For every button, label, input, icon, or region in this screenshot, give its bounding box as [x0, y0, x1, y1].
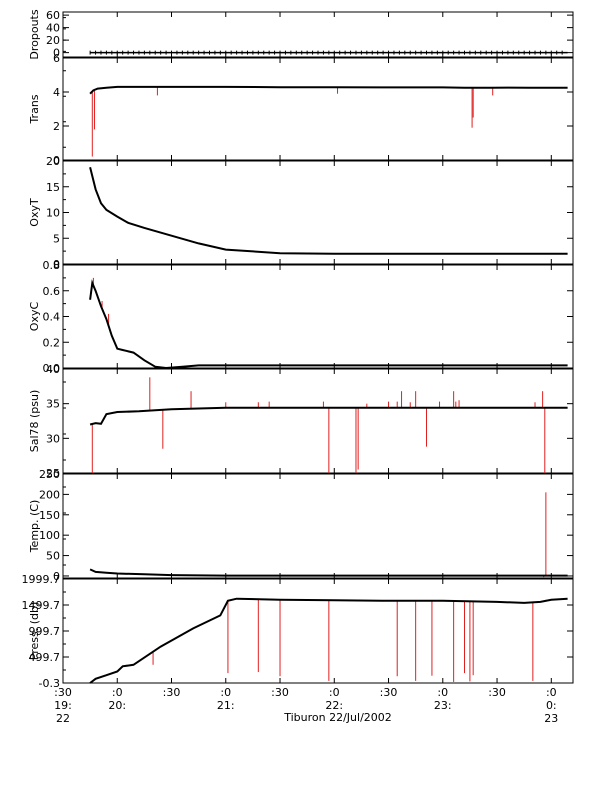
panel-frame — [62, 264, 574, 369]
y-tick-label: 0.4 — [43, 311, 61, 324]
y-tick-label: 25 — [46, 467, 60, 480]
y-axis-label: Temp. (C) — [28, 500, 41, 554]
y-tick-label: 0 — [53, 47, 60, 60]
y-tick-label: 30 — [46, 432, 60, 445]
x-tick-label-hour: 0: — [546, 699, 557, 712]
panel-frame — [62, 160, 574, 265]
y-tick-label: 250 — [39, 468, 60, 481]
series-line — [89, 279, 568, 370]
x-tick-label-day: 23 — [544, 712, 558, 725]
y-tick-label: 0.6 — [43, 285, 61, 298]
y-tick-label: 15 — [46, 181, 60, 194]
x-tick-label-hour: 22: — [325, 699, 343, 712]
y-axis-label: Press. (db) — [28, 602, 41, 661]
series-line — [89, 166, 568, 255]
y-tick-label: 20 — [46, 34, 60, 47]
y-tick-label: 100 — [39, 529, 60, 542]
y-tick-label: 50 — [46, 550, 60, 563]
x-tick-label-hour: 23: — [434, 699, 452, 712]
series-line — [89, 85, 568, 95]
y-tick-label: 1499.7 — [22, 599, 61, 612]
y-tick-label: 5 — [53, 232, 60, 245]
x-tick-label-minute: :30 — [163, 686, 181, 699]
y-tick-label: 0 — [53, 154, 60, 167]
x-tick-label-minute: :0 — [546, 686, 557, 699]
x-tick-label-day: 22 — [56, 712, 70, 725]
x-tick-label-minute: :30 — [488, 686, 506, 699]
y-tick-label: 35 — [46, 398, 60, 411]
x-tick-label-minute: :30 — [380, 686, 398, 699]
x-tick-label-hour: 20: — [108, 699, 126, 712]
y-axis-label: Trans — [28, 94, 41, 124]
y-axis-label: OxyT — [28, 198, 41, 227]
y-tick-label: -0.3 — [39, 677, 60, 690]
y-axis-label: OxyC — [28, 302, 41, 332]
y-tick-label: 40 — [46, 22, 60, 35]
y-tick-label: 200 — [39, 488, 60, 501]
x-tick-label-minute: :30 — [54, 686, 72, 699]
y-tick-label: 0 — [53, 258, 60, 271]
y-tick-label: 150 — [39, 509, 60, 522]
x-tick-label-minute: :0 — [437, 686, 448, 699]
y-tick-label: 6 — [53, 52, 60, 65]
y-axis-label: Dropouts — [28, 9, 41, 59]
y-tick-label: 0 — [53, 570, 60, 583]
y-tick-label: 60 — [46, 9, 60, 22]
y-tick-label: 1999.7 — [22, 573, 61, 586]
y-tick-label: 40 — [46, 363, 60, 376]
y-tick-label: 0.2 — [43, 336, 61, 349]
y-tick-label: 0.8 — [43, 259, 61, 272]
panel-frame — [62, 578, 574, 684]
x-tick-label-hour: 21: — [217, 699, 235, 712]
y-tick-label: 2 — [53, 120, 60, 133]
x-tick-label-minute: :0 — [329, 686, 340, 699]
panel-frame — [62, 11, 574, 58]
series-line — [89, 406, 568, 426]
y-tick-label: 10 — [46, 207, 60, 220]
series-line — [89, 568, 568, 577]
y-tick-label: 999.7 — [29, 625, 61, 638]
panel-frame — [62, 57, 574, 161]
x-tick-label-hour: 19: — [54, 699, 72, 712]
panel-frame — [62, 473, 574, 579]
x-tick-label-minute: :0 — [112, 686, 123, 699]
y-tick-label: 0.0 — [43, 362, 61, 375]
panel-frame — [62, 368, 574, 474]
y-tick-label: 499.7 — [29, 651, 61, 664]
x-tick-label-minute: :0 — [220, 686, 231, 699]
y-tick-label: 20 — [46, 155, 60, 168]
series-line — [89, 597, 568, 684]
x-axis-title: Tiburon 22/Jul/2002 — [284, 711, 392, 724]
y-axis-label: Sal78 (psu) — [28, 390, 41, 453]
x-tick-label-minute: :30 — [271, 686, 289, 699]
y-tick-label: 4 — [53, 86, 60, 99]
